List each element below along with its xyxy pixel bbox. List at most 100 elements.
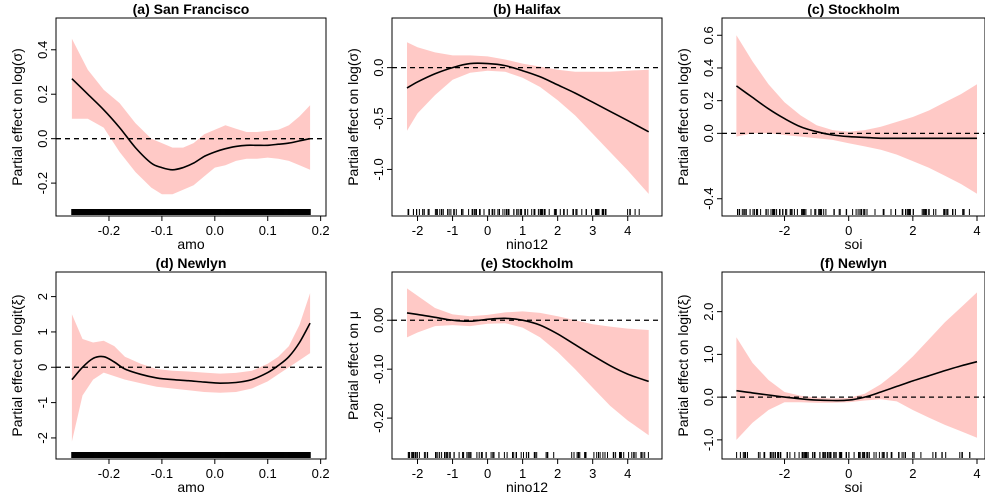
y-axis-label: Partial effect on log(σ) <box>9 48 25 186</box>
x-axis-label: amo <box>177 236 204 252</box>
x-tick-label: 1 <box>519 223 526 238</box>
confidence-band <box>736 35 977 194</box>
estimate-line <box>406 312 649 383</box>
plot-area-f <box>722 292 985 458</box>
y-axis-label: Partial effect on log(σ) <box>675 48 691 186</box>
estimate-line <box>71 78 311 171</box>
panel-c: -2 0 2 4 -0.4 0.0 0.2 0.4 0.6 (c) Stockholm soi Par… <box>675 1 985 252</box>
y-tick-label: 0.2 <box>701 92 716 110</box>
x-tick-label: 2 <box>554 466 561 481</box>
y-tick-label: 0.0 <box>701 124 716 142</box>
x-tick-label: 1 <box>519 466 526 481</box>
x-tick-label: 0.2 <box>312 223 330 238</box>
y-axis-label: Partial effect on logit(ξ) <box>675 294 691 436</box>
plot-area-c <box>722 35 985 215</box>
x-axis-label: nino12 <box>506 479 548 492</box>
y-tick-label: 0.0 <box>35 130 50 148</box>
y-axis-label: Partial effect on logit(ξ) <box>9 294 25 436</box>
estimate-line <box>735 85 977 140</box>
y-tick-label: 2 <box>35 293 50 300</box>
estimate-line <box>406 62 650 133</box>
rug-d <box>71 452 311 458</box>
y-tick-label: -0.5 <box>371 107 386 129</box>
x-tick-label: 0.0 <box>206 466 224 481</box>
y-tick-label: 0.0 <box>371 59 386 77</box>
x-tick-label: 0 <box>484 223 491 238</box>
x-tick-label: -1 <box>447 466 459 481</box>
confidence-band <box>736 292 977 440</box>
plot-area-e <box>392 288 662 458</box>
plot-frame <box>391 17 663 217</box>
plot-area-a <box>56 38 326 215</box>
panel-title: (e) Stockholm <box>481 255 574 271</box>
x-tick-label: 0 <box>484 466 491 481</box>
y-tick-label: -0.20 <box>371 403 386 433</box>
rug-e <box>407 452 649 458</box>
y-tick-label: 0 <box>35 364 50 371</box>
confidence-band <box>407 42 649 194</box>
panel-d: -0.2 -0.1 0.0 0.1 0.2 -2 -1 0 1 2 (d) Newlyn amo Par… <box>9 255 330 492</box>
x-tick-label: -0.2 <box>98 466 120 481</box>
panel-a: -0.2 -0.1 0.0 0.1 0.2 -0.2 0.0 0.2 0.4 (a) San Fr… <box>9 1 330 252</box>
x-tick-label: 0.0 <box>206 223 224 238</box>
y-tick-label: 2.0 <box>701 303 716 321</box>
y-axis-label: Partial effect on log(σ) <box>345 48 361 186</box>
plot-frame <box>55 17 327 217</box>
x-tick-label: -0.1 <box>151 223 173 238</box>
confidence-band <box>71 38 311 195</box>
plot-frame <box>391 271 663 460</box>
panel-title: (d) Newlyn <box>156 255 227 271</box>
y-tick-label: -1 <box>35 397 50 409</box>
x-tick-label: 3 <box>589 223 596 238</box>
x-tick-label: -2 <box>412 223 424 238</box>
y-tick-label: -0.4 <box>701 188 716 210</box>
y-tick-label: -0.2 <box>35 172 50 194</box>
x-tick-label: 2 <box>909 223 916 238</box>
panel-e: -2 -1 0 1 2 3 4 -0.20 -0.10 0.00 (e) Stockholm nino… <box>345 255 663 492</box>
x-tick-label: 0.1 <box>259 223 277 238</box>
plot-frame <box>721 17 985 217</box>
rug-b <box>407 209 640 215</box>
x-axis-label: nino12 <box>506 236 548 252</box>
y-tick-label: 1 <box>35 328 50 335</box>
y-tick-label: 0.2 <box>35 85 50 103</box>
x-axis-label: amo <box>177 479 204 492</box>
x-tick-label: 0 <box>845 223 852 238</box>
x-tick-label: 4 <box>973 223 980 238</box>
x-tick-label: 0.1 <box>259 466 277 481</box>
panel-title: (b) Halifax <box>493 1 561 17</box>
y-tick-label: -1.0 <box>371 158 386 180</box>
confidence-band <box>407 288 649 436</box>
x-axis-label: soi <box>845 479 863 492</box>
panel-b: -2 -1 0 1 2 3 4 -1.0 -0.5 0.0 (b) Halifax nino12 Par… <box>345 1 663 252</box>
panel-title: (a) San Francisco <box>133 1 250 17</box>
x-tick-label: 3 <box>589 466 596 481</box>
x-tick-label: 0 <box>845 466 852 481</box>
estimate-line <box>71 322 311 385</box>
rug-f <box>736 452 971 458</box>
x-tick-label: 4 <box>624 223 631 238</box>
y-tick-label: 0.00 <box>371 308 386 333</box>
y-tick-label: 1.0 <box>701 345 716 363</box>
x-tick-label: -2 <box>779 466 791 481</box>
x-tick-label: 4 <box>973 466 980 481</box>
plot-frame <box>721 271 985 460</box>
panel-f: -2 0 2 4 -1.0 0.0 1.0 2.0 (f) Newlyn soi Partial e… <box>675 255 985 492</box>
panel-title: (c) Stockholm <box>807 1 900 17</box>
rug-c <box>737 209 970 215</box>
x-tick-label: -0.2 <box>98 223 120 238</box>
estimate-line <box>736 360 978 402</box>
x-tick-label: -2 <box>779 223 791 238</box>
y-tick-label: -0.10 <box>371 354 386 384</box>
x-axis-label: soi <box>845 236 863 252</box>
x-tick-label: -0.1 <box>151 466 173 481</box>
y-tick-label: 0.4 <box>35 41 50 59</box>
panel-title: (f) Newlyn <box>820 255 887 271</box>
x-tick-label: -2 <box>412 466 424 481</box>
x-tick-label: 2 <box>909 466 916 481</box>
y-tick-label: -1.0 <box>701 429 716 451</box>
y-tick-label: 0.0 <box>701 388 716 406</box>
x-tick-label: 4 <box>624 466 631 481</box>
